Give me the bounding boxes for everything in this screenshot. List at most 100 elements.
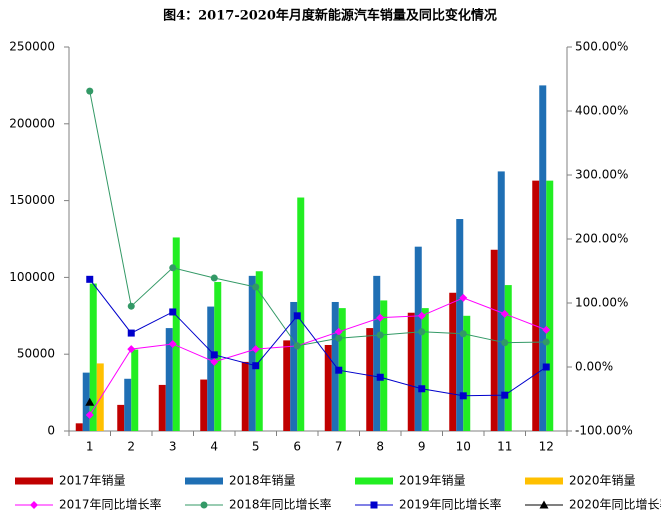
x-tick-label: 7 <box>335 440 343 454</box>
marker <box>501 391 509 399</box>
marker <box>252 283 260 291</box>
bar <box>165 328 173 431</box>
x-tick-label: 1 <box>86 440 94 454</box>
marker <box>127 329 135 337</box>
marker <box>376 331 384 339</box>
marker <box>127 345 136 354</box>
marker <box>293 312 301 320</box>
bar <box>414 246 422 431</box>
marker <box>169 264 177 272</box>
y-tick-label: 0 <box>47 424 55 438</box>
bar <box>89 283 97 431</box>
bar <box>463 315 471 431</box>
bar <box>158 384 166 431</box>
legend-marker <box>539 500 549 509</box>
bar <box>380 300 388 431</box>
marker <box>335 334 343 342</box>
bar <box>124 378 132 431</box>
marker <box>210 274 218 282</box>
y2-tick-label: -100.00% <box>575 424 633 438</box>
bar <box>366 328 374 431</box>
y2-tick-label: 100.00% <box>575 296 628 310</box>
line <box>89 91 547 347</box>
line <box>89 279 547 397</box>
x-tick-label: 12 <box>539 440 554 454</box>
x-tick-label: 8 <box>376 440 384 454</box>
marker <box>459 330 467 338</box>
y2-tick-label: 400.00% <box>575 104 628 118</box>
marker <box>169 308 177 316</box>
marker <box>459 293 468 302</box>
bar <box>449 292 457 431</box>
bar <box>241 361 249 431</box>
bar <box>421 308 429 431</box>
bar <box>497 171 505 431</box>
bar <box>532 180 540 431</box>
y-tick-label: 200000 <box>9 116 55 130</box>
marker <box>85 411 94 419</box>
marker <box>542 325 551 334</box>
bar <box>504 285 512 431</box>
legend-swatch <box>355 477 393 485</box>
bar <box>407 312 415 431</box>
y-tick-label: 100000 <box>9 270 55 284</box>
bar <box>172 237 180 431</box>
y-tick-label: 50000 <box>17 347 55 361</box>
x-tick-label: 5 <box>252 440 260 454</box>
legend-swatch <box>525 477 563 485</box>
marker <box>334 327 343 336</box>
marker <box>168 339 177 348</box>
legend-label: 2018年同比增长率 <box>229 497 332 512</box>
y2-tick-label: 500.00% <box>575 40 628 54</box>
bar <box>75 423 83 431</box>
bar <box>200 379 208 431</box>
marker <box>293 342 301 350</box>
bar <box>117 404 125 431</box>
legend-label: 2019年销量 <box>399 474 466 488</box>
y-tick-label: 150000 <box>9 193 55 207</box>
y2-tick-label: 300.00% <box>575 168 628 182</box>
x-tick-label: 3 <box>169 440 177 454</box>
legend-swatch <box>185 477 223 485</box>
x-tick-label: 9 <box>418 440 426 454</box>
bar <box>283 340 291 431</box>
x-tick-label: 11 <box>497 440 512 454</box>
legend-label: 2020年同比增长率 <box>569 497 661 512</box>
bar <box>373 275 381 431</box>
legend-label: 2019年同比增长率 <box>399 497 502 512</box>
bar <box>546 180 554 431</box>
marker <box>252 362 260 370</box>
x-tick-label: 10 <box>456 440 471 454</box>
marker <box>542 338 550 346</box>
marker <box>127 302 135 310</box>
marker <box>85 397 95 406</box>
marker <box>86 275 94 283</box>
legend-label: 2018年销量 <box>229 474 296 488</box>
legend-marker <box>200 501 208 509</box>
bar <box>96 363 104 431</box>
marker <box>86 87 94 95</box>
y-tick-label: 250000 <box>9 40 55 54</box>
marker <box>418 328 426 336</box>
marker <box>376 313 385 322</box>
bar <box>456 219 464 431</box>
bar <box>207 306 215 431</box>
bar <box>248 275 256 431</box>
marker <box>376 373 384 381</box>
bar <box>324 344 332 431</box>
marker <box>542 363 550 371</box>
bar <box>82 372 90 431</box>
legend-swatch <box>15 477 53 485</box>
legend-marker <box>30 501 38 509</box>
legend-marker <box>370 501 378 509</box>
bar <box>255 271 263 431</box>
marker <box>418 385 426 393</box>
x-tick-label: 6 <box>293 440 301 454</box>
bar <box>290 301 298 431</box>
x-tick-label: 4 <box>210 440 218 454</box>
marker <box>500 309 509 318</box>
legend-label: 2020年销量 <box>569 474 636 488</box>
bar <box>131 349 139 431</box>
marker <box>501 339 509 347</box>
